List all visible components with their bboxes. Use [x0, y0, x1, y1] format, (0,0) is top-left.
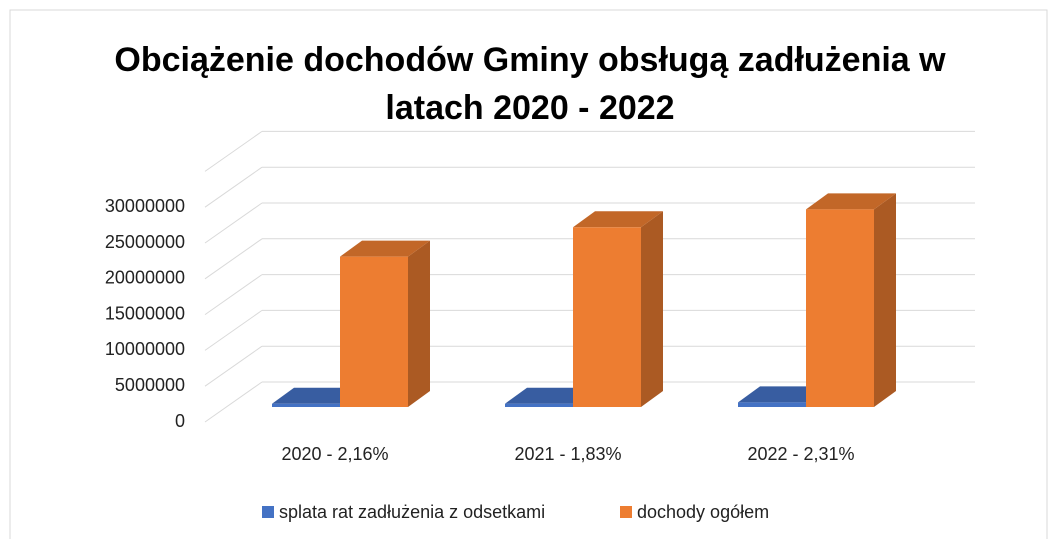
y-tick-label: 30000000: [105, 196, 185, 216]
bar-top: [272, 387, 362, 404]
bar-top: [505, 387, 595, 404]
legend-swatch: [620, 506, 632, 518]
grid-line: [204, 130, 263, 172]
grid-line: [204, 166, 263, 208]
y-tick-label: 0: [175, 411, 185, 431]
bar-top: [738, 386, 828, 403]
grid-line: [204, 345, 263, 387]
bar: [505, 403, 573, 407]
bar: [573, 227, 641, 407]
y-tick-label: 10000000: [105, 339, 185, 359]
grid-line: [204, 274, 263, 316]
y-tick-label: 20000000: [105, 268, 185, 288]
x-tick-label: 2022 - 2,31%: [747, 444, 854, 464]
bar-top: [806, 193, 896, 210]
bar: [272, 403, 340, 407]
y-tick-label: 25000000: [105, 232, 185, 252]
bar: [806, 209, 874, 407]
grid-line: [204, 238, 263, 280]
y-tick-label: 5000000: [115, 375, 185, 395]
legend-label: dochody ogółem: [637, 502, 769, 522]
x-tick-label: 2020 - 2,16%: [281, 444, 388, 464]
legend-swatch: [262, 506, 274, 518]
chart-title: Obciążenie dochodów Gminy obsługą zadłuż…: [114, 41, 946, 127]
bar-side: [641, 211, 663, 407]
chart-border: [9, 9, 1048, 539]
bar: [738, 402, 806, 407]
legend-label: splata rat zadłużenia z odsetkami: [279, 502, 545, 522]
y-tick-label: 15000000: [105, 303, 185, 323]
bar: [340, 256, 408, 407]
bar-top: [340, 240, 430, 257]
bar-top: [573, 211, 663, 228]
bar-side: [408, 240, 430, 407]
grid-line: [204, 202, 263, 244]
x-tick-label: 2021 - 1,83%: [514, 444, 621, 464]
grid-line: [204, 309, 263, 351]
bar-side: [874, 193, 896, 407]
grid-line: [204, 381, 263, 423]
